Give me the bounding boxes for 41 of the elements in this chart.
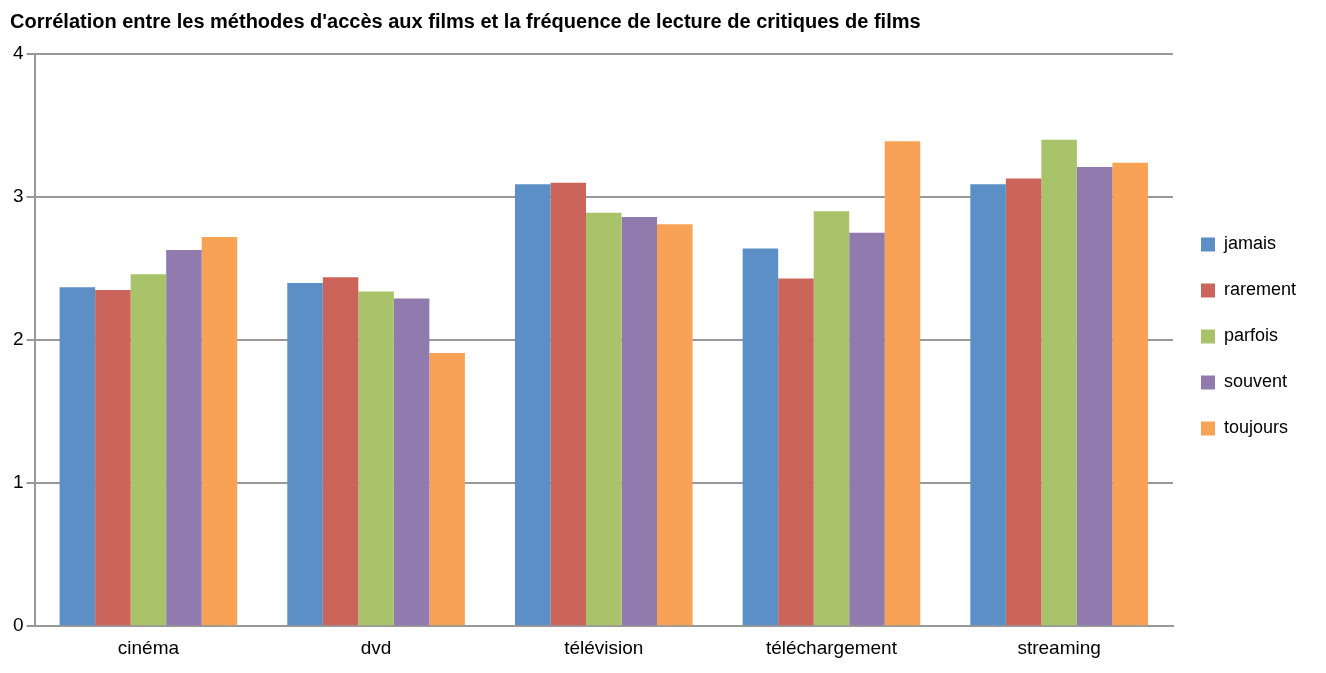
bar: [970, 184, 1006, 626]
y-tick-label: 4: [12, 42, 24, 64]
x-tick-label: cinéma: [117, 636, 180, 658]
bar: [358, 291, 394, 626]
bar: [621, 217, 658, 626]
bar: [1112, 162, 1148, 626]
legend-label: toujours: [1223, 417, 1289, 438]
bar: [287, 282, 323, 626]
bar: [130, 274, 167, 626]
bar: [514, 184, 551, 626]
x-tick-label: télévision: [564, 636, 644, 658]
bar: [813, 211, 850, 626]
bar: [393, 298, 430, 626]
bar: [1005, 178, 1042, 626]
bar: [1041, 139, 1077, 626]
bar: [59, 287, 96, 626]
legend-label: rarement: [1223, 279, 1296, 300]
legend-label: jamais: [1222, 233, 1276, 254]
legend-label: souvent: [1223, 371, 1288, 392]
bar: [657, 224, 693, 626]
y-tick-label: 2: [12, 328, 24, 350]
bar: [849, 232, 885, 626]
bar: [550, 182, 587, 626]
bar: [201, 237, 238, 626]
bar: [429, 352, 465, 626]
bar: [95, 290, 131, 626]
legend-label: parfois: [1223, 325, 1278, 346]
y-tick-label: 0: [12, 614, 24, 636]
bar: [742, 248, 779, 626]
x-tick-label: dvd: [360, 636, 392, 658]
x-tick-label: téléchargement: [765, 636, 898, 658]
bar: [778, 278, 814, 626]
y-tick-label: 3: [12, 185, 24, 207]
chart-title: Corrélation entre les méthodes d'accès aux films et la fréquence de lecture de critiques de films: [10, 9, 921, 32]
bar: [166, 249, 202, 626]
bar: [884, 141, 921, 626]
bar: [1076, 167, 1113, 626]
bar: [322, 277, 359, 626]
y-tick-label: 1: [12, 471, 24, 493]
x-tick-label: streaming: [1017, 636, 1101, 658]
bar: [586, 212, 622, 626]
